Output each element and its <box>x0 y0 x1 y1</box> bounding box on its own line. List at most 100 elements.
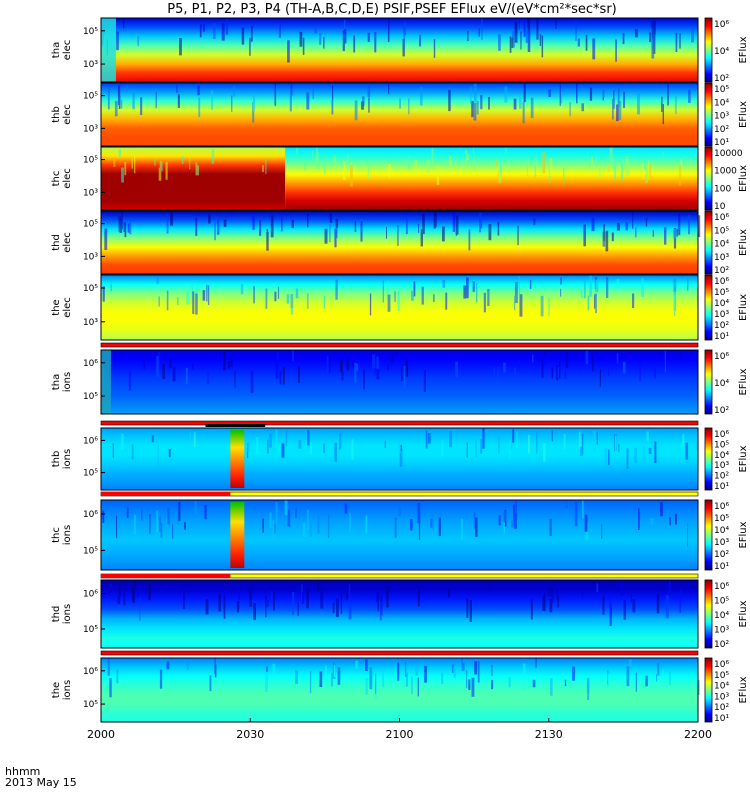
texture-streak <box>615 435 617 454</box>
texture-streak <box>386 585 389 608</box>
texture-streak <box>503 511 507 522</box>
texture-streak <box>408 155 411 170</box>
texture-streak <box>156 356 159 377</box>
texture-streak <box>468 229 471 251</box>
texture-streak <box>394 517 397 538</box>
texture-streak <box>279 22 281 38</box>
texture-streak <box>355 363 359 372</box>
texture-streak <box>678 213 681 236</box>
texture-streak <box>354 100 358 121</box>
mode-flag-strip <box>100 420 699 426</box>
texture-streak <box>521 581 523 594</box>
texture-streak <box>471 677 475 697</box>
texture-streak <box>273 591 275 611</box>
texture-streak <box>104 228 108 250</box>
texture-streak <box>316 152 320 169</box>
texture-streak <box>388 84 390 95</box>
early-interval <box>101 18 116 82</box>
texture-streak <box>612 99 614 120</box>
texture-streak <box>334 228 337 248</box>
texture-streak <box>513 98 517 110</box>
texture-streak <box>347 501 351 509</box>
texture-streak <box>455 361 458 378</box>
texture-streak <box>649 32 652 43</box>
panel-thd-elec: thdelec 10⁵ 10³ 10⁶ 10⁵ 10⁴ 10³ 10² EFlux <box>51 210 749 276</box>
texture-streak <box>560 288 562 297</box>
texture-streak <box>665 595 669 619</box>
texture-streak <box>236 601 240 613</box>
texture-streak <box>183 585 185 609</box>
colorbar-tick-label: 10⁵ <box>714 440 729 450</box>
texture-streak <box>667 84 669 106</box>
texture-streak <box>118 595 121 605</box>
texture-streak <box>339 432 342 450</box>
texture-streak <box>436 165 440 185</box>
texture-streak <box>274 523 276 534</box>
texture-streak <box>676 228 678 237</box>
texture-streak <box>645 163 648 184</box>
texture-streak <box>582 500 584 519</box>
texture-streak <box>518 20 520 30</box>
texture-streak <box>170 212 174 226</box>
spectrogram-texture <box>104 211 701 252</box>
colorbar-tick-label: 10⁴ <box>714 451 729 461</box>
spectrogram-background <box>101 83 698 146</box>
colorbar-tick-label: 10³ <box>714 310 729 320</box>
texture-streak <box>371 675 374 690</box>
colorbar-tick-label: 10² <box>714 640 729 650</box>
texture-streak <box>512 429 515 443</box>
texture-streak <box>177 94 180 108</box>
texture-streak <box>332 85 334 100</box>
colorbar-tick-label: 1000 <box>714 167 737 177</box>
texture-streak <box>166 661 170 670</box>
texture-streak <box>354 362 357 383</box>
colorbar <box>704 17 713 83</box>
texture-streak <box>147 502 149 517</box>
texture-streak <box>131 158 133 169</box>
texture-streak <box>367 161 369 180</box>
texture-streak <box>269 512 272 528</box>
texture-streak <box>559 360 561 379</box>
colorbar-tick-label: 10⁵ <box>714 226 729 236</box>
texture-streak <box>526 161 529 177</box>
texture-streak <box>491 679 494 690</box>
texture-streak <box>528 676 532 686</box>
texture-streak <box>333 155 336 163</box>
texture-streak <box>541 357 544 378</box>
texture-streak <box>421 286 424 305</box>
texture-streak <box>679 589 682 613</box>
texture-streak <box>324 228 328 244</box>
texture-streak <box>423 369 426 392</box>
texture-streak <box>231 95 233 112</box>
texture-streak <box>565 352 569 369</box>
texture-streak <box>326 356 329 378</box>
texture-streak <box>269 433 272 448</box>
panel-frame <box>100 579 699 649</box>
texture-streak <box>520 31 522 50</box>
texture-streak <box>462 662 465 671</box>
spectrogram-texture <box>113 147 682 187</box>
texture-streak <box>590 156 594 164</box>
colorbar-tick-label: 10⁴ <box>714 47 729 57</box>
texture-streak <box>411 676 413 694</box>
texture-streak <box>411 290 414 301</box>
colorbar-label: EFlux <box>738 521 749 548</box>
colorbar-tick-label: 10¹ <box>714 714 729 724</box>
panel-thc-ions: thcions 10⁶ 10⁵ 10⁶ 10⁵ 10⁴ 10³ 10² 10¹ EFlux <box>51 499 749 579</box>
texture-streak <box>585 34 588 51</box>
texture-streak <box>132 92 135 110</box>
texture-streak <box>302 37 305 55</box>
texture-streak <box>516 432 518 449</box>
texture-streak <box>508 441 511 460</box>
texture-streak <box>606 277 609 298</box>
texture-streak <box>112 443 114 458</box>
texture-streak <box>189 156 191 170</box>
texture-streak <box>680 449 682 463</box>
texture-streak <box>452 211 455 232</box>
texture-streak <box>417 677 419 697</box>
colorbar-tick-label: 10³ <box>714 538 729 548</box>
colorbar-tick-label: 10² <box>714 74 729 84</box>
texture-streak <box>424 665 427 683</box>
spectrogram-background <box>101 211 698 274</box>
texture-streak <box>511 37 514 48</box>
